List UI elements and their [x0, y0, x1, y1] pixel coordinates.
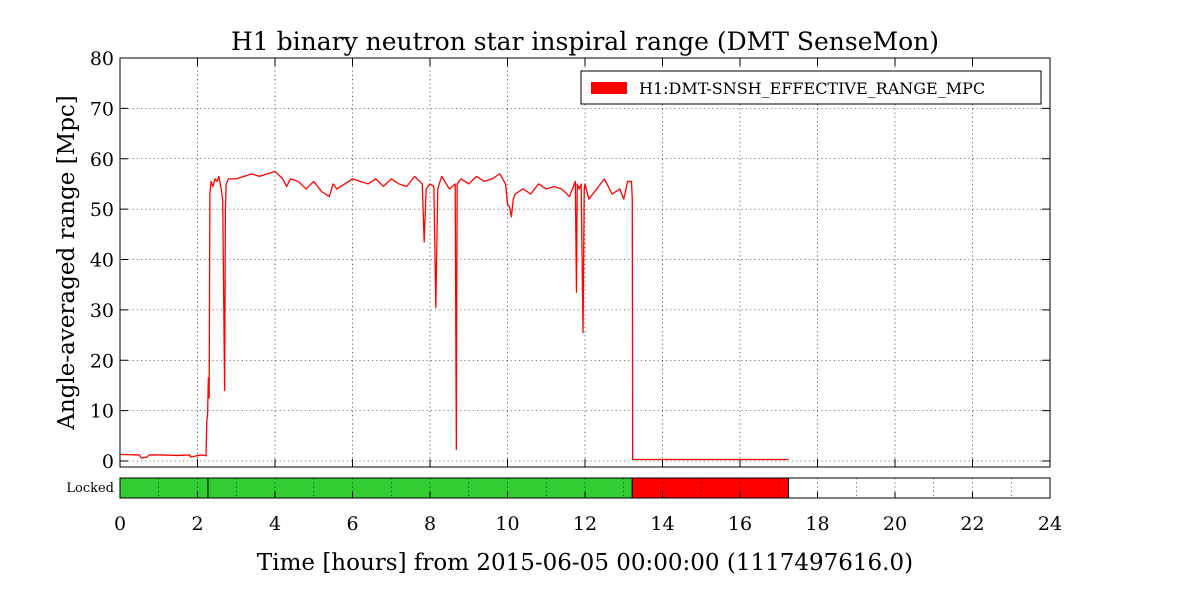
- y-tick-label: 60: [90, 149, 114, 171]
- segment-not-locked: [631, 477, 789, 499]
- segment-locked: [207, 477, 633, 499]
- chart-title: H1 binary neutron star inspiral range (D…: [231, 27, 939, 56]
- y-tick-label: 0: [102, 451, 114, 473]
- x-tick-label: 24: [1038, 513, 1062, 535]
- x-tick-label: 0: [114, 513, 126, 535]
- x-tick-label: 14: [650, 513, 674, 535]
- x-axis-label: Time [hours] from 2015-06-05 00:00:00 (1…: [257, 550, 913, 576]
- legend-box: [580, 70, 1042, 105]
- x-tick-label: 8: [424, 513, 436, 535]
- x-tick-label: 6: [346, 513, 358, 535]
- segment-label: Locked: [66, 481, 114, 496]
- legend-swatch: [591, 82, 627, 94]
- y-tick-label: 70: [90, 98, 114, 120]
- y-tick-label: 30: [90, 300, 114, 322]
- x-tick-label: 4: [269, 513, 281, 535]
- segment-locked: [119, 477, 209, 499]
- x-tick-label: 16: [728, 513, 752, 535]
- x-tick-label: 2: [191, 513, 203, 535]
- x-tick-label: 18: [805, 513, 829, 535]
- series-line-range: [119, 170, 789, 461]
- legend-entry: H1:DMT-SNSH_EFFECTIVE_RANGE_MPC: [639, 79, 985, 98]
- y-tick-label: 40: [90, 250, 114, 272]
- y-tick-label: 20: [90, 350, 114, 372]
- x-tick-label: 22: [960, 513, 984, 535]
- y-tick-label: 80: [90, 48, 114, 70]
- y-axis-label: Angle-averaged range [Mpc]: [54, 95, 80, 431]
- y-tick-label: 50: [90, 199, 114, 221]
- plot-area: [120, 58, 1050, 467]
- y-tick-label: 10: [90, 401, 114, 423]
- x-tick-label: 10: [495, 513, 519, 535]
- x-tick-label: 12: [573, 513, 597, 535]
- x-tick-label: 20: [883, 513, 907, 535]
